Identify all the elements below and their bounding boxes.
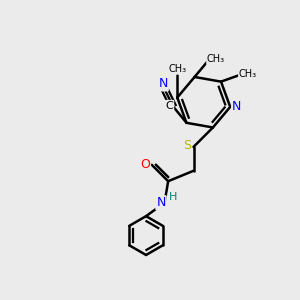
Text: N: N <box>232 100 242 113</box>
Text: S: S <box>183 139 191 152</box>
Text: CH₃: CH₃ <box>239 69 257 79</box>
Text: N: N <box>158 77 168 91</box>
Text: CH₃: CH₃ <box>207 54 225 64</box>
Text: N: N <box>156 196 166 209</box>
Text: CH₃: CH₃ <box>168 64 186 74</box>
Text: H: H <box>169 192 177 203</box>
Text: C: C <box>166 101 173 111</box>
Text: O: O <box>140 158 150 171</box>
